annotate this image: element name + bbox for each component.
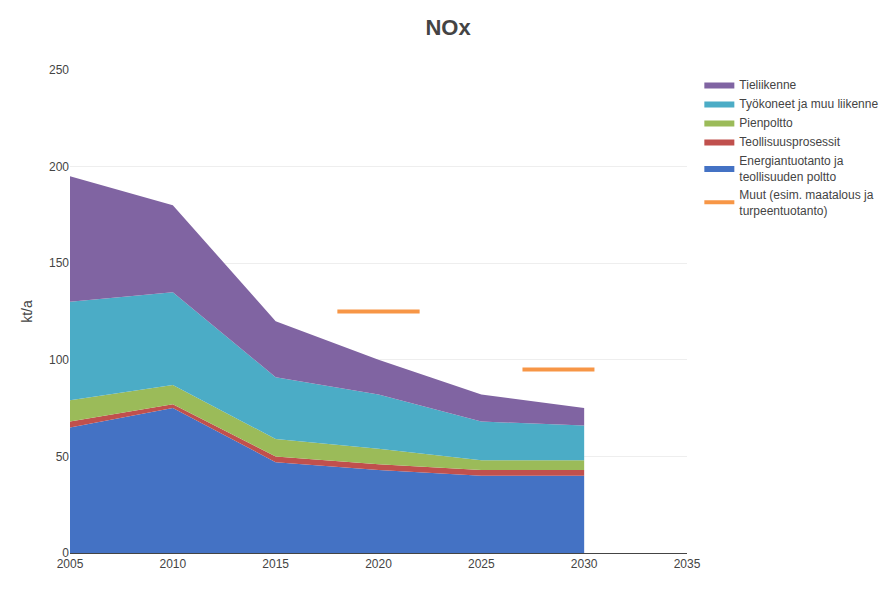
svg-text:2015: 2015 xyxy=(262,557,289,571)
svg-text:Tieliikenne: Tieliikenne xyxy=(739,78,796,92)
svg-text:2030: 2030 xyxy=(571,557,598,571)
svg-text:150: 150 xyxy=(49,256,69,270)
svg-text:Muut (esim. maatalous jaturpee: Muut (esim. maatalous jaturpeentuotanto) xyxy=(739,188,873,218)
svg-text:2005: 2005 xyxy=(57,557,84,571)
svg-text:2035: 2035 xyxy=(674,557,701,571)
svg-text:0: 0 xyxy=(62,546,69,560)
svg-text:Pienpoltto: Pienpoltto xyxy=(739,116,793,130)
svg-text:NOx: NOx xyxy=(425,15,471,40)
svg-text:kt/a: kt/a xyxy=(19,300,35,323)
svg-text:50: 50 xyxy=(56,450,70,464)
svg-text:200: 200 xyxy=(49,160,69,174)
svg-text:100: 100 xyxy=(49,353,69,367)
svg-text:2020: 2020 xyxy=(365,557,392,571)
svg-text:Energiantuotanto jateollisuude: Energiantuotanto jateollisuuden poltto xyxy=(739,154,843,184)
svg-text:2025: 2025 xyxy=(468,557,495,571)
svg-text:2010: 2010 xyxy=(159,557,186,571)
svg-text:Teollisuusprosessit: Teollisuusprosessit xyxy=(739,135,840,149)
svg-text:250: 250 xyxy=(49,63,69,77)
svg-text:Työkoneet ja muu liikenne: Työkoneet ja muu liikenne xyxy=(739,97,878,111)
